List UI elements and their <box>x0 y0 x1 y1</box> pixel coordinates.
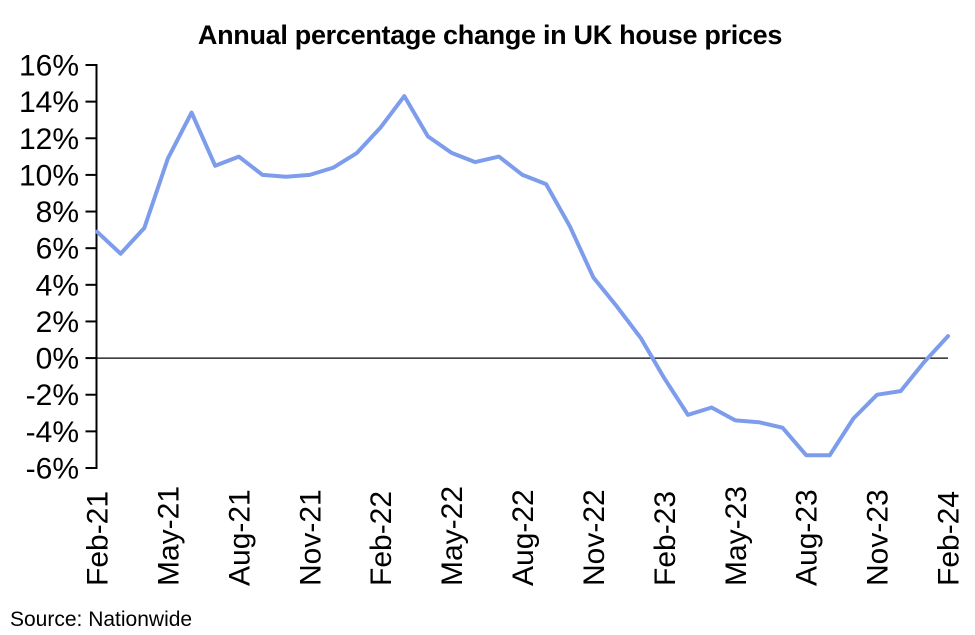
x-axis-tick-label: May-23 <box>720 486 753 586</box>
y-axis-tick-label: -4% <box>26 416 79 449</box>
y-axis-tick-label: 6% <box>36 233 79 266</box>
y-axis-tick-label: 12% <box>19 123 79 156</box>
house-price-series-line <box>95 94 950 458</box>
x-axis-tick-label: May-21 <box>152 486 185 586</box>
x-axis-tick-label: Feb-21 <box>82 491 115 586</box>
x-axis-tick-label: Feb-24 <box>933 491 966 586</box>
x-axis-tick-label: Nov-23 <box>862 489 895 586</box>
x-axis-tick-label: Nov-21 <box>294 489 327 586</box>
y-axis-tick-label: 4% <box>36 269 79 302</box>
y-axis-tick-label: 2% <box>36 306 79 339</box>
x-axis-tick-label: Feb-22 <box>365 491 398 586</box>
x-axis-tick-label: Nov-22 <box>578 489 611 586</box>
source-note: Source: Nationwide <box>10 608 192 631</box>
x-axis-tick-label: Aug-22 <box>507 489 540 586</box>
x-axis-tick-label: Aug-21 <box>223 489 256 586</box>
chart-title: Annual percentage change in UK house pri… <box>198 20 782 50</box>
x-axis-tick-label: Feb-23 <box>649 491 682 586</box>
plot-area: 16%14% 12%10% 8% 6%4% 2% 0%-2% -4% -6%Feb-21 May… <box>19 50 966 587</box>
y-axis-tick-label: -6% <box>26 453 79 486</box>
x-axis-tick-label: May-22 <box>436 486 469 586</box>
x-axis-tick-label: Aug-23 <box>791 489 824 586</box>
y-axis-tick-label: 8% <box>36 196 79 229</box>
y-axis-tick-label: 16% <box>19 50 79 83</box>
y-axis-tick-label: 0% <box>36 343 79 376</box>
y-axis-tick-label: 14% <box>19 86 79 119</box>
y-axis-tick-label: -2% <box>26 379 79 412</box>
y-axis-tick-label: 10% <box>19 159 79 192</box>
